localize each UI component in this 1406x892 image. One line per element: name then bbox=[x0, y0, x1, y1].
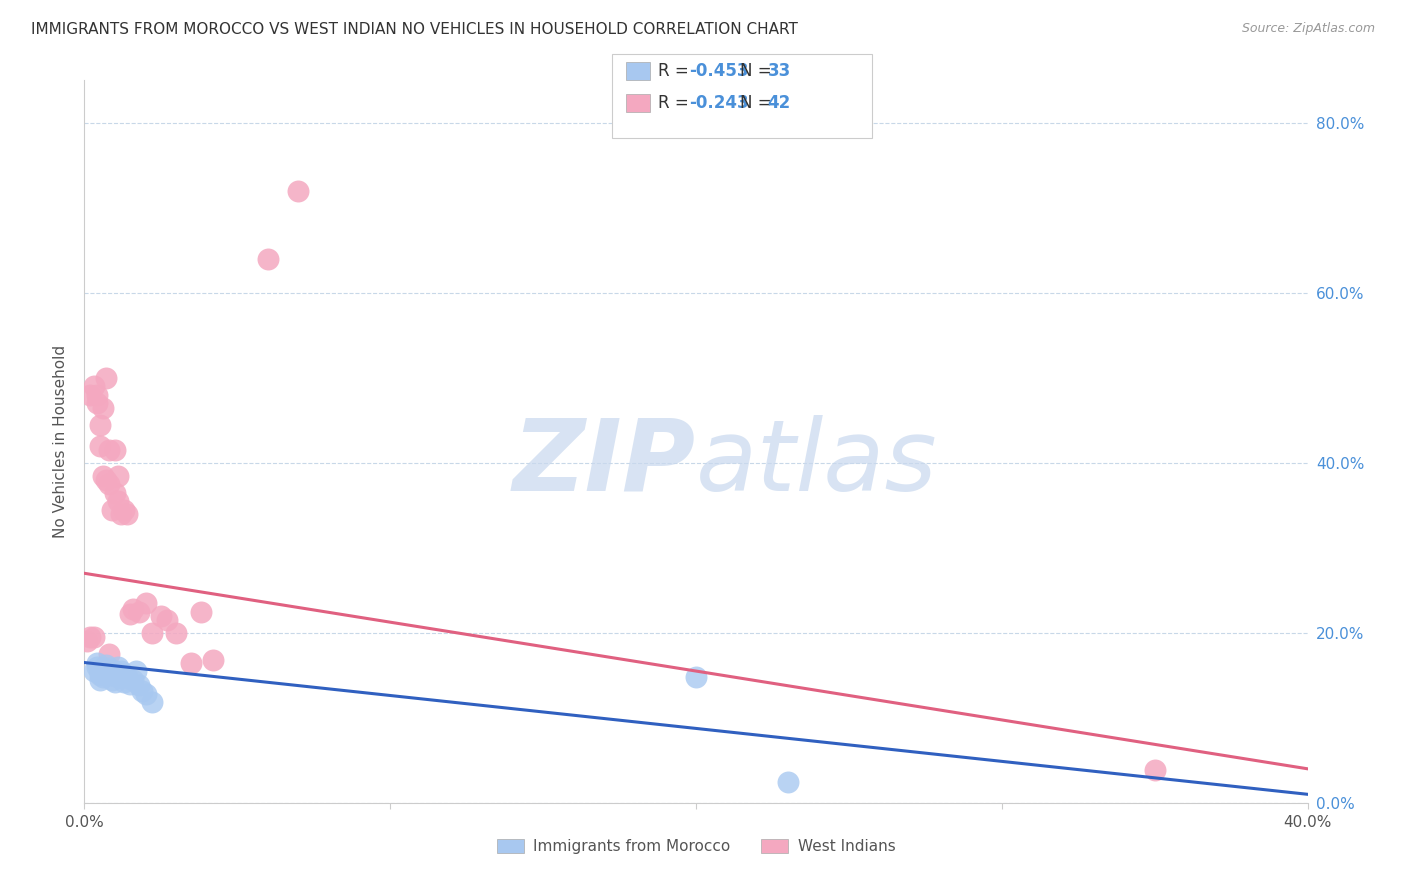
Point bbox=[776, 774, 799, 789]
Point bbox=[91, 468, 114, 483]
Point bbox=[101, 502, 124, 516]
Point bbox=[120, 677, 142, 691]
Text: ZIP: ZIP bbox=[513, 415, 696, 512]
Point bbox=[104, 664, 127, 678]
Point bbox=[89, 664, 111, 678]
Point bbox=[110, 664, 132, 678]
Point bbox=[94, 371, 117, 385]
Point bbox=[122, 673, 145, 687]
Point bbox=[141, 696, 163, 710]
Point bbox=[83, 630, 105, 644]
Point bbox=[180, 656, 202, 670]
Point bbox=[91, 401, 114, 415]
Point bbox=[86, 388, 108, 402]
Point bbox=[115, 670, 138, 684]
Point bbox=[1143, 764, 1166, 778]
Text: atlas: atlas bbox=[696, 415, 938, 512]
Point bbox=[122, 602, 145, 616]
Point bbox=[86, 660, 108, 674]
Point bbox=[128, 678, 150, 692]
Text: R =: R = bbox=[658, 94, 695, 112]
Point bbox=[89, 417, 111, 432]
Point bbox=[104, 443, 127, 458]
Point bbox=[83, 664, 105, 678]
Point bbox=[190, 605, 212, 619]
Point bbox=[107, 468, 129, 483]
Point bbox=[76, 634, 98, 648]
Point bbox=[104, 485, 127, 500]
Point bbox=[201, 653, 224, 667]
Legend: Immigrants from Morocco, West Indians: Immigrants from Morocco, West Indians bbox=[491, 833, 901, 860]
Point bbox=[104, 675, 127, 690]
Text: 42: 42 bbox=[768, 94, 792, 112]
Point bbox=[135, 596, 157, 610]
Point bbox=[149, 608, 172, 623]
Point bbox=[97, 661, 120, 675]
Point bbox=[83, 379, 105, 393]
Point bbox=[112, 502, 135, 516]
Point bbox=[79, 388, 101, 402]
Point bbox=[89, 668, 111, 682]
Point bbox=[257, 252, 280, 266]
Text: -0.453: -0.453 bbox=[689, 62, 748, 80]
Point bbox=[287, 184, 309, 198]
Text: N =: N = bbox=[740, 94, 776, 112]
Point bbox=[110, 670, 132, 684]
Point bbox=[94, 473, 117, 487]
Point bbox=[107, 494, 129, 508]
Text: 33: 33 bbox=[768, 62, 792, 80]
Point bbox=[86, 656, 108, 670]
Point bbox=[110, 507, 132, 521]
Point bbox=[94, 666, 117, 681]
Point bbox=[115, 507, 138, 521]
Point bbox=[79, 630, 101, 644]
Point bbox=[685, 670, 707, 684]
Point bbox=[125, 664, 148, 678]
Point bbox=[104, 668, 127, 682]
Point bbox=[89, 439, 111, 453]
Point bbox=[91, 661, 114, 675]
Point bbox=[94, 658, 117, 673]
Point bbox=[128, 605, 150, 619]
Text: Source: ZipAtlas.com: Source: ZipAtlas.com bbox=[1241, 22, 1375, 36]
Point bbox=[120, 607, 142, 621]
Point bbox=[135, 687, 157, 701]
Point bbox=[107, 670, 129, 684]
Point bbox=[107, 660, 129, 674]
Point bbox=[112, 675, 135, 690]
Text: N =: N = bbox=[740, 62, 776, 80]
Point bbox=[141, 625, 163, 640]
Point bbox=[97, 647, 120, 661]
Point bbox=[97, 477, 120, 491]
Point bbox=[86, 396, 108, 410]
Point bbox=[97, 668, 120, 682]
Point bbox=[112, 666, 135, 681]
Text: R =: R = bbox=[658, 62, 695, 80]
Text: -0.243: -0.243 bbox=[689, 94, 748, 112]
Point bbox=[101, 673, 124, 687]
Point bbox=[165, 625, 187, 640]
Y-axis label: No Vehicles in Household: No Vehicles in Household bbox=[53, 345, 69, 538]
Point bbox=[97, 443, 120, 458]
Point bbox=[101, 664, 124, 678]
Point bbox=[89, 673, 111, 687]
Text: IMMIGRANTS FROM MOROCCO VS WEST INDIAN NO VEHICLES IN HOUSEHOLD CORRELATION CHAR: IMMIGRANTS FROM MOROCCO VS WEST INDIAN N… bbox=[31, 22, 797, 37]
Point bbox=[156, 613, 179, 627]
Point bbox=[91, 670, 114, 684]
Point bbox=[131, 683, 153, 698]
